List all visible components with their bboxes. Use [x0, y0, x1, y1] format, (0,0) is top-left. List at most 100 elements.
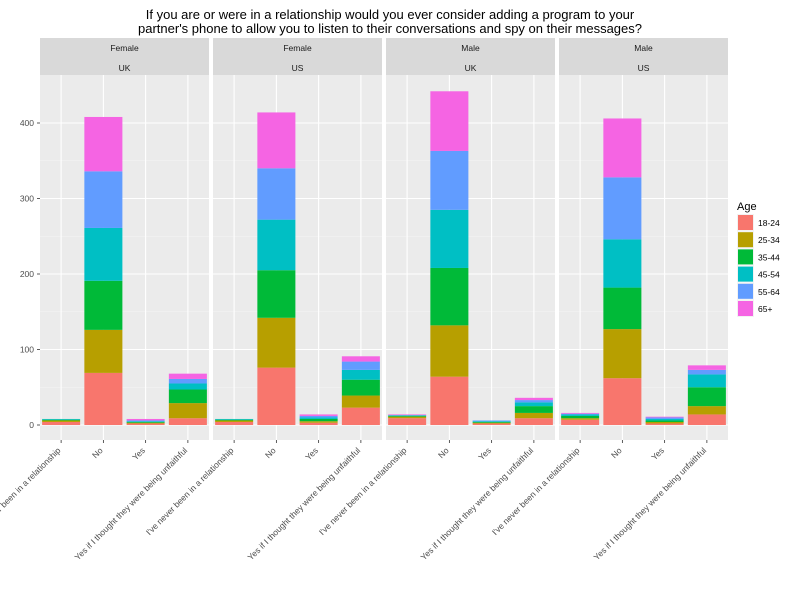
bar-segment	[645, 418, 684, 421]
bar-segment	[687, 414, 726, 425]
facet-strip-gender: Male	[461, 43, 480, 53]
bar-segment	[603, 239, 642, 288]
bar-segment	[42, 419, 81, 421]
bar-segment	[257, 112, 296, 169]
facet-strip	[40, 38, 209, 75]
bar-segment	[126, 420, 165, 422]
bar-segment	[472, 422, 511, 424]
facet-panel: Female UK I've never been in a relationshi…	[0, 38, 209, 562]
x-tick-label: Yes	[476, 445, 493, 462]
bar-segment	[257, 270, 296, 318]
bar-segment	[84, 280, 123, 330]
bar-segment	[687, 406, 726, 415]
bar-segment	[514, 397, 553, 401]
x-tick-label: Yes if I thought they were being unfaith…	[592, 445, 709, 562]
bar-segment	[299, 415, 338, 418]
bar-segment	[603, 287, 642, 330]
y-tick-label: 400	[20, 118, 34, 128]
bar-segment	[257, 367, 296, 425]
bar-segment	[215, 421, 254, 425]
bar-segment	[215, 418, 254, 420]
chart-title-line-1: If you are or were in a relationship wou…	[146, 7, 635, 22]
x-tick-label: I've never been in a relationship	[490, 445, 582, 537]
bar-segment	[472, 421, 511, 423]
bar-segment	[42, 420, 81, 422]
bar-segment	[299, 421, 338, 423]
bar-segment	[687, 387, 726, 407]
bar-segment	[388, 418, 427, 425]
bar-segment	[341, 395, 380, 408]
bar-segment	[687, 374, 726, 388]
bar-segment	[168, 378, 207, 384]
bar-segment	[645, 421, 684, 424]
legend-title: Age	[737, 201, 757, 213]
bar-segment	[299, 422, 338, 425]
bar-segment	[430, 150, 469, 210]
bar-segment	[645, 417, 684, 419]
y-tick-label: 300	[20, 194, 34, 204]
bar-segment	[257, 168, 296, 220]
bar-segment	[126, 422, 165, 424]
legend-label: 25-34	[758, 235, 780, 245]
bar-segment	[430, 325, 469, 377]
bar-segment	[341, 356, 380, 362]
bar-segment	[126, 421, 165, 422]
bar-segment	[388, 416, 427, 419]
y-axis: 0 100 200 300 400	[20, 118, 40, 430]
bar-segment	[645, 423, 684, 425]
x-tick-label: I've never been in a relationship	[144, 445, 236, 537]
bar-segment	[430, 91, 469, 151]
facet-strip-country: US	[638, 63, 650, 73]
bar-segment	[388, 415, 427, 417]
bar-segment	[430, 376, 469, 425]
facet-strip	[559, 38, 728, 75]
bar-segment	[561, 412, 600, 414]
bar-segment	[514, 402, 553, 407]
bar-segment	[341, 407, 380, 425]
bar-segment	[603, 177, 642, 240]
bar-segment	[168, 389, 207, 404]
legend-label: 65+	[758, 304, 772, 314]
facet-strip-gender: Female	[283, 43, 312, 53]
facet-strip-gender: Male	[634, 43, 653, 53]
x-tick-label: Yes	[130, 445, 147, 462]
bar-segment	[341, 379, 380, 396]
legend-swatch	[738, 232, 753, 248]
bar-segment	[514, 400, 553, 403]
bar-segment	[257, 219, 296, 271]
legend-swatch	[738, 215, 753, 230]
bar-segment	[299, 417, 338, 419]
bar-segment	[299, 414, 338, 416]
bar-segment	[215, 419, 254, 421]
bar-segment	[561, 419, 600, 425]
bar-segment	[561, 415, 600, 419]
facet-strip-country: UK	[465, 63, 477, 73]
bar-segment	[472, 423, 511, 425]
bar-segment	[126, 423, 165, 425]
bar-segment	[514, 412, 553, 419]
bar-segment	[514, 406, 553, 413]
bar-segment	[168, 418, 207, 425]
bar-segment	[42, 421, 81, 425]
bar-segment	[603, 118, 642, 178]
x-tick-label: I've never been in a relationship	[317, 445, 409, 537]
x-tick-label: I've never been in a relationship	[0, 445, 63, 537]
bar-segment	[472, 421, 511, 422]
bar-segment	[257, 317, 296, 368]
bar-segment	[42, 418, 81, 420]
bar-segment	[168, 373, 207, 379]
legend-swatch	[738, 283, 753, 299]
bar-segment	[168, 403, 207, 419]
bar-segment	[341, 369, 380, 380]
x-tick-label: No	[609, 445, 624, 460]
facet-panels: Female UK I've never been in a relationshi…	[0, 38, 728, 562]
bar-segment	[388, 414, 427, 416]
bar-segment	[215, 420, 254, 422]
bar-segment	[603, 378, 642, 425]
bar-segment	[687, 369, 726, 375]
x-tick-label: No	[263, 445, 278, 460]
bar-segment	[84, 116, 123, 172]
legend: Age 18-24 25-34 35-44 45-54 55-64 65+	[737, 201, 780, 317]
bar-segment	[430, 209, 469, 268]
